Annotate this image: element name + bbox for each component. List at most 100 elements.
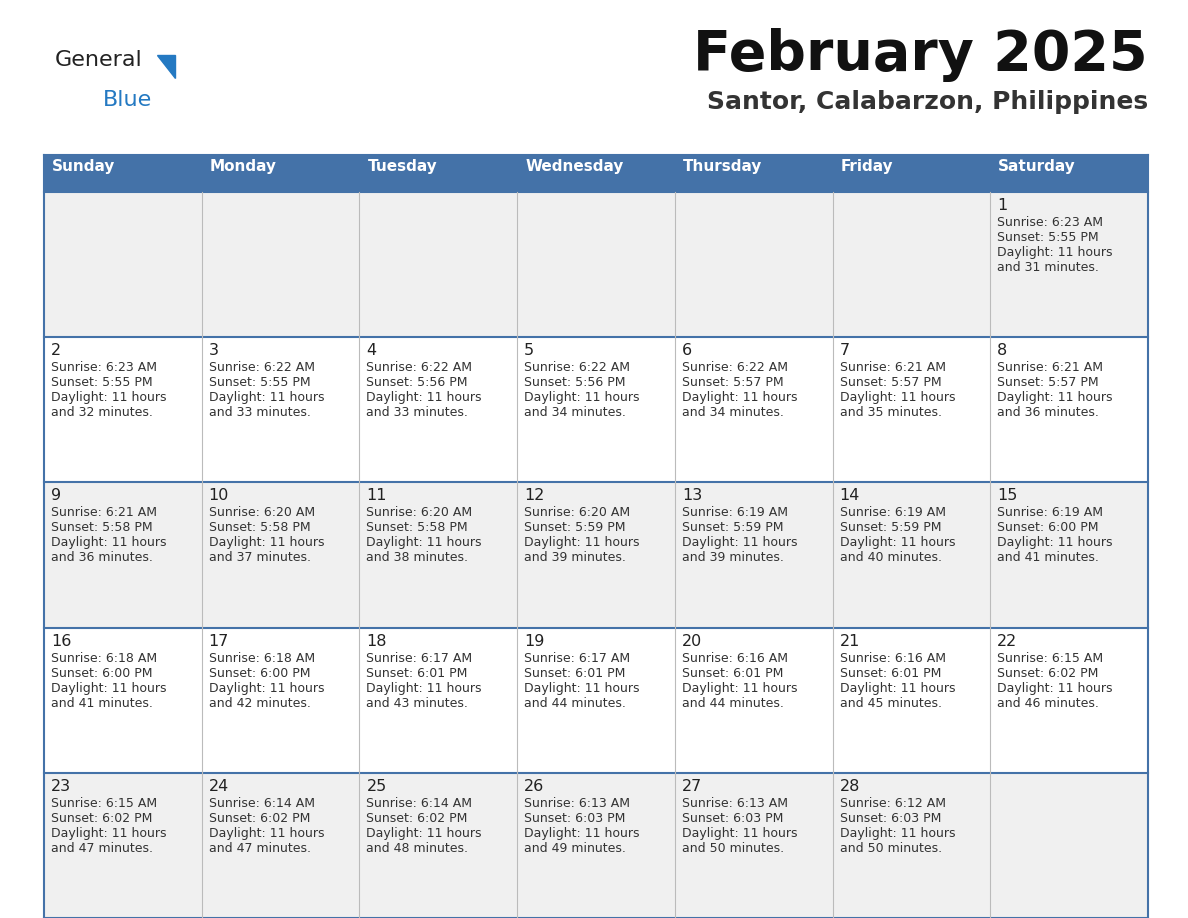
Text: Daylight: 11 hours: Daylight: 11 hours xyxy=(209,536,324,549)
Text: and 32 minutes.: and 32 minutes. xyxy=(51,406,153,420)
Text: Sunset: 6:03 PM: Sunset: 6:03 PM xyxy=(682,812,783,824)
Bar xyxy=(202,155,360,192)
Text: Daylight: 11 hours: Daylight: 11 hours xyxy=(997,391,1113,404)
Bar xyxy=(517,155,675,192)
Text: Daylight: 11 hours: Daylight: 11 hours xyxy=(840,391,955,404)
Text: 2: 2 xyxy=(51,343,61,358)
Text: and 44 minutes.: and 44 minutes. xyxy=(524,697,626,710)
Bar xyxy=(44,482,1148,628)
Text: 24: 24 xyxy=(209,778,229,794)
Text: Sunrise: 6:18 AM: Sunrise: 6:18 AM xyxy=(51,652,157,665)
Text: Daylight: 11 hours: Daylight: 11 hours xyxy=(366,827,482,840)
Text: Sunrise: 6:16 AM: Sunrise: 6:16 AM xyxy=(682,652,788,665)
Text: Sunset: 6:00 PM: Sunset: 6:00 PM xyxy=(51,666,152,679)
Text: Sunset: 6:00 PM: Sunset: 6:00 PM xyxy=(997,521,1099,534)
Text: Daylight: 11 hours: Daylight: 11 hours xyxy=(997,536,1113,549)
Text: Daylight: 11 hours: Daylight: 11 hours xyxy=(997,246,1113,259)
Text: and 31 minutes.: and 31 minutes. xyxy=(997,261,1099,274)
Bar xyxy=(675,155,833,192)
Text: 19: 19 xyxy=(524,633,544,649)
Text: Sunset: 5:59 PM: Sunset: 5:59 PM xyxy=(682,521,783,534)
Text: Friday: Friday xyxy=(841,159,893,174)
Bar xyxy=(44,192,1148,337)
Text: and 40 minutes.: and 40 minutes. xyxy=(840,552,942,565)
Text: 5: 5 xyxy=(524,343,535,358)
Text: and 47 minutes.: and 47 minutes. xyxy=(209,842,311,855)
Text: Daylight: 11 hours: Daylight: 11 hours xyxy=(682,536,797,549)
Text: 13: 13 xyxy=(682,488,702,503)
Text: Daylight: 11 hours: Daylight: 11 hours xyxy=(51,827,166,840)
Text: Sunset: 6:01 PM: Sunset: 6:01 PM xyxy=(840,666,941,679)
Text: Sunrise: 6:23 AM: Sunrise: 6:23 AM xyxy=(997,216,1104,229)
Text: Daylight: 11 hours: Daylight: 11 hours xyxy=(840,536,955,549)
Text: Sunset: 6:02 PM: Sunset: 6:02 PM xyxy=(366,812,468,824)
Text: Daylight: 11 hours: Daylight: 11 hours xyxy=(682,827,797,840)
Text: 11: 11 xyxy=(366,488,387,503)
Text: and 38 minutes.: and 38 minutes. xyxy=(366,552,468,565)
Text: Sunset: 6:02 PM: Sunset: 6:02 PM xyxy=(997,666,1099,679)
Text: and 39 minutes.: and 39 minutes. xyxy=(682,552,784,565)
Text: Daylight: 11 hours: Daylight: 11 hours xyxy=(682,681,797,695)
Text: and 43 minutes.: and 43 minutes. xyxy=(366,697,468,710)
Text: Sunrise: 6:16 AM: Sunrise: 6:16 AM xyxy=(840,652,946,665)
Text: 27: 27 xyxy=(682,778,702,794)
Text: and 45 minutes.: and 45 minutes. xyxy=(840,697,942,710)
Text: Tuesday: Tuesday xyxy=(367,159,437,174)
Text: Sunrise: 6:23 AM: Sunrise: 6:23 AM xyxy=(51,361,157,375)
Text: Blue: Blue xyxy=(103,90,152,110)
Text: Daylight: 11 hours: Daylight: 11 hours xyxy=(524,827,639,840)
Text: Sunset: 6:01 PM: Sunset: 6:01 PM xyxy=(682,666,783,679)
Text: Sunset: 5:57 PM: Sunset: 5:57 PM xyxy=(682,376,783,389)
Text: Sunset: 5:56 PM: Sunset: 5:56 PM xyxy=(366,376,468,389)
Text: and 33 minutes.: and 33 minutes. xyxy=(366,406,468,420)
Bar xyxy=(360,155,517,192)
Text: and 49 minutes.: and 49 minutes. xyxy=(524,842,626,855)
Text: General: General xyxy=(55,50,143,70)
Text: 4: 4 xyxy=(366,343,377,358)
Bar xyxy=(44,155,202,192)
Text: 17: 17 xyxy=(209,633,229,649)
Text: Sunrise: 6:20 AM: Sunrise: 6:20 AM xyxy=(524,507,631,520)
Text: Sunrise: 6:22 AM: Sunrise: 6:22 AM xyxy=(524,361,630,375)
Text: 9: 9 xyxy=(51,488,61,503)
Text: 23: 23 xyxy=(51,778,71,794)
Text: and 50 minutes.: and 50 minutes. xyxy=(682,842,784,855)
Text: and 34 minutes.: and 34 minutes. xyxy=(682,406,784,420)
Text: 14: 14 xyxy=(840,488,860,503)
Text: 21: 21 xyxy=(840,633,860,649)
Text: Sunrise: 6:17 AM: Sunrise: 6:17 AM xyxy=(524,652,631,665)
Text: and 36 minutes.: and 36 minutes. xyxy=(51,552,153,565)
Bar xyxy=(44,628,1148,773)
Text: Saturday: Saturday xyxy=(998,159,1076,174)
Text: Sunrise: 6:21 AM: Sunrise: 6:21 AM xyxy=(51,507,157,520)
Text: Sunrise: 6:15 AM: Sunrise: 6:15 AM xyxy=(997,652,1104,665)
Text: Sunset: 6:02 PM: Sunset: 6:02 PM xyxy=(209,812,310,824)
Text: Sunrise: 6:20 AM: Sunrise: 6:20 AM xyxy=(366,507,473,520)
Text: Sunrise: 6:22 AM: Sunrise: 6:22 AM xyxy=(366,361,473,375)
Text: Sunset: 5:57 PM: Sunset: 5:57 PM xyxy=(840,376,941,389)
Text: and 44 minutes.: and 44 minutes. xyxy=(682,697,784,710)
Text: Sunrise: 6:14 AM: Sunrise: 6:14 AM xyxy=(209,797,315,810)
Text: Sunset: 6:01 PM: Sunset: 6:01 PM xyxy=(524,666,626,679)
Text: Sunset: 5:59 PM: Sunset: 5:59 PM xyxy=(524,521,626,534)
Text: Sunrise: 6:22 AM: Sunrise: 6:22 AM xyxy=(682,361,788,375)
Text: Sunrise: 6:17 AM: Sunrise: 6:17 AM xyxy=(366,652,473,665)
Text: Sunset: 5:57 PM: Sunset: 5:57 PM xyxy=(997,376,1099,389)
Text: Sunset: 6:01 PM: Sunset: 6:01 PM xyxy=(366,666,468,679)
Text: 26: 26 xyxy=(524,778,544,794)
Text: Sunrise: 6:15 AM: Sunrise: 6:15 AM xyxy=(51,797,157,810)
Text: Sunrise: 6:14 AM: Sunrise: 6:14 AM xyxy=(366,797,473,810)
Text: and 48 minutes.: and 48 minutes. xyxy=(366,842,468,855)
Text: Daylight: 11 hours: Daylight: 11 hours xyxy=(997,681,1113,695)
Text: 10: 10 xyxy=(209,488,229,503)
Text: Sunset: 5:55 PM: Sunset: 5:55 PM xyxy=(209,376,310,389)
Text: Daylight: 11 hours: Daylight: 11 hours xyxy=(682,391,797,404)
Text: and 46 minutes.: and 46 minutes. xyxy=(997,697,1099,710)
Text: Sunrise: 6:13 AM: Sunrise: 6:13 AM xyxy=(524,797,630,810)
Text: Monday: Monday xyxy=(210,159,277,174)
Text: and 36 minutes.: and 36 minutes. xyxy=(997,406,1099,420)
Text: Sunset: 5:58 PM: Sunset: 5:58 PM xyxy=(366,521,468,534)
Text: 6: 6 xyxy=(682,343,691,358)
Text: Sunset: 5:56 PM: Sunset: 5:56 PM xyxy=(524,376,626,389)
Polygon shape xyxy=(157,55,175,78)
